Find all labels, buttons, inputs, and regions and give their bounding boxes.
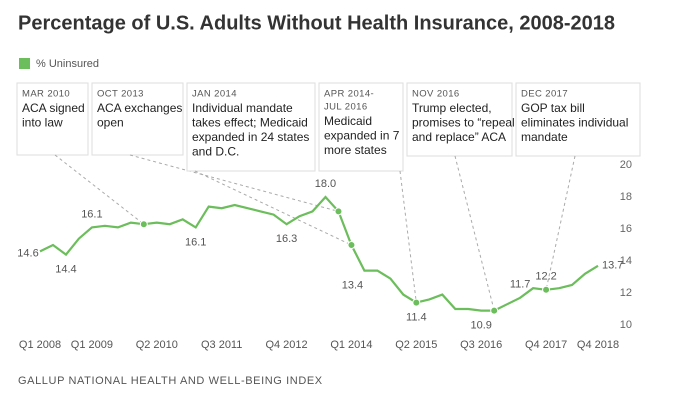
value-label: 10.9 xyxy=(470,320,491,332)
annotation-box xyxy=(16,82,89,156)
annotation-date: APR 2014- xyxy=(324,89,374,100)
value-label: 13.7 xyxy=(602,260,623,272)
annotation-pointer xyxy=(399,170,417,303)
value-label: 12.2 xyxy=(535,271,556,283)
annotation-date: OCT 2013 xyxy=(97,89,144,100)
value-label: 16.3 xyxy=(276,233,297,245)
annotation-text: ACA signed xyxy=(22,101,85,115)
value-label: 16.1 xyxy=(185,236,206,248)
point-marker xyxy=(139,220,148,229)
x-tick-label: Q4 2012 xyxy=(265,339,307,351)
value-label: 16.1 xyxy=(81,208,102,220)
annotation-pointer xyxy=(454,155,495,311)
annotation-text: promises to “repeal xyxy=(412,116,515,130)
annotation-text: expanded in 24 states xyxy=(192,130,309,144)
annotation-text: takes effect; Medicaid xyxy=(192,116,308,130)
y-tick-label: 14 xyxy=(620,255,632,267)
point-marker xyxy=(412,298,421,307)
annotation-box xyxy=(186,82,316,172)
annotation-pointer xyxy=(194,170,352,246)
chart-title: Percentage of U.S. Adults Without Health… xyxy=(18,12,615,34)
y-tick-label: 12 xyxy=(620,287,632,299)
annotation-date: JUL 2016 xyxy=(324,102,368,113)
x-tick-label: Q3 2011 xyxy=(201,339,242,351)
annotation-text: mandate xyxy=(521,130,568,144)
x-tick-label: Q2 2010 xyxy=(136,339,178,351)
y-tick-label: 16 xyxy=(620,223,632,235)
point-marker xyxy=(490,306,499,315)
annotation-text: open xyxy=(97,116,124,130)
annotation-text: and replace” ACA xyxy=(412,130,506,144)
annotation-text: GOP tax bill xyxy=(521,101,585,115)
annotation-pointer xyxy=(545,155,576,290)
annotation-date: NOV 2016 xyxy=(412,89,460,100)
annotation-text: and D.C. xyxy=(192,145,239,159)
source: GALLUP NATIONAL HEALTH AND WELL-BEING IN… xyxy=(18,375,323,387)
x-tick-label: Q2 2015 xyxy=(395,339,437,351)
x-tick-label: Q4 2018 xyxy=(577,339,619,351)
annotation-text: more states xyxy=(324,143,387,157)
value-label: 11.7 xyxy=(510,279,531,291)
annotation-date: JAN 2014 xyxy=(192,89,237,100)
x-tick-label: Q1 2008 xyxy=(19,339,61,351)
value-label: 13.4 xyxy=(342,280,363,292)
annotation-text: expanded in 7 xyxy=(324,129,400,143)
annotation-text: ACA exchanges xyxy=(97,101,182,115)
annotation-box xyxy=(515,82,641,157)
annotation-text: into law xyxy=(22,116,63,130)
x-tick-label: Q1 2009 xyxy=(71,339,113,351)
point-marker xyxy=(334,207,343,216)
value-label: 14.6 xyxy=(17,247,38,259)
line xyxy=(39,195,599,312)
y-tick-label: 18 xyxy=(620,191,632,203)
annotation-date: MAR 2010 xyxy=(22,89,70,100)
annotation-text: eliminates individual xyxy=(521,116,628,130)
annotation-pointer xyxy=(54,154,145,225)
value-label: 18.0 xyxy=(315,178,336,190)
y-tick-label: 20 xyxy=(620,159,632,171)
value-label: 14.4 xyxy=(55,264,76,276)
legend-swatch xyxy=(19,58,30,69)
annotation-text: Individual mandate xyxy=(192,101,293,115)
y-tick-label: 10 xyxy=(620,319,632,331)
point-marker xyxy=(347,241,356,249)
x-tick-label: Q4 2017 xyxy=(525,339,567,351)
x-tick-label: Q3 2016 xyxy=(460,339,502,351)
annotation-box xyxy=(91,82,184,156)
x-tick-label: Q1 2014 xyxy=(330,339,372,351)
annotation-box xyxy=(406,82,513,157)
value-label: 11.4 xyxy=(406,312,427,324)
annotation-date: DEC 2017 xyxy=(521,89,568,100)
annotation-text: Trump elected, xyxy=(412,101,492,115)
annotation-box xyxy=(318,82,404,172)
annotation-text: Medicaid xyxy=(324,114,372,128)
point-marker xyxy=(542,285,551,294)
legend-label: % Uninsured xyxy=(36,58,99,70)
